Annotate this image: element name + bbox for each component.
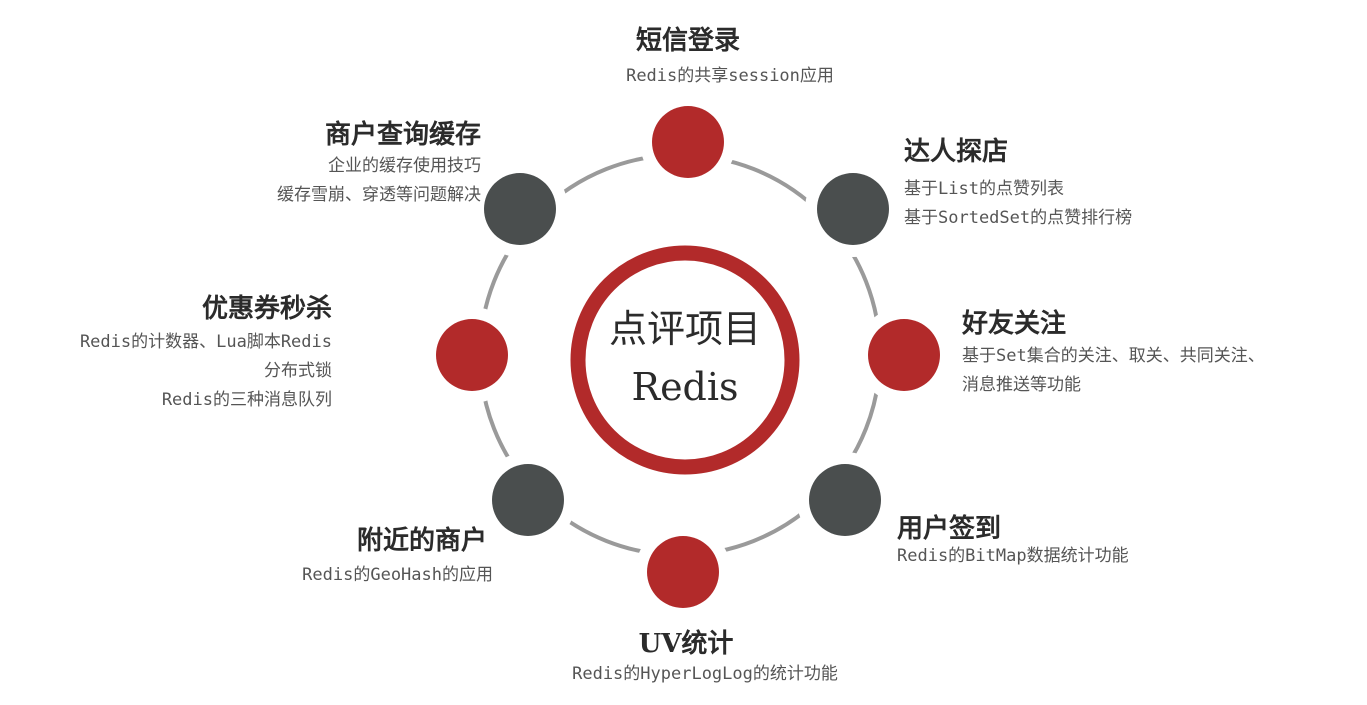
expert-visit-line: 基于List的点赞列表 xyxy=(904,179,1064,199)
shop-cache-title: 商户查询缓存 xyxy=(324,120,481,150)
center-title: 点评项目 xyxy=(608,307,761,351)
center-subtitle: Redis xyxy=(631,365,739,409)
node-coupon-seckill xyxy=(436,319,508,391)
uv-stats-desc: Redis的HyperLogLog的统计功能 xyxy=(530,660,880,689)
node-follow xyxy=(868,319,940,391)
nearby-shops-line: Redis的GeoHash的应用 xyxy=(302,565,493,585)
follow-desc: 基于Set集合的关注、取关、共同关注、 消息推送等功能 xyxy=(962,342,1265,400)
coupon-seckill-line: 分布式锁 xyxy=(264,361,332,381)
node-expert-visit xyxy=(817,173,889,245)
coupon-seckill-desc: Redis的计数器、Lua脚本Redis 分布式锁 Redis的三种消息队列 xyxy=(80,328,332,415)
node-nearby-shops xyxy=(492,464,564,536)
sms-login-line: Redis的共享session应用 xyxy=(626,66,834,86)
coupon-seckill-line: Redis的计数器、Lua脚本Redis xyxy=(79,332,332,352)
user-sign-line: Redis的BitMap数据统计功能 xyxy=(897,546,1129,566)
shop-cache-desc: 企业的缓存使用技巧 缓存雪崩、穿透等问题解决 xyxy=(277,152,481,210)
shop-cache-line: 缓存雪崩、穿透等问题解决 xyxy=(277,185,481,205)
expert-visit-line: 基于SortedSet的点赞排行榜 xyxy=(904,208,1133,228)
user-sign-title: 用户签到 xyxy=(897,514,1002,544)
coupon-seckill-line: Redis的三种消息队列 xyxy=(161,390,332,410)
node-uv-stats xyxy=(647,536,719,608)
shop-cache-line: 企业的缓存使用技巧 xyxy=(328,156,481,176)
sms-login-title: 短信登录 xyxy=(635,26,740,56)
center-ring xyxy=(570,245,800,475)
user-sign-desc: Redis的BitMap数据统计功能 xyxy=(897,542,1129,571)
uv-stats-line: Redis的HyperLogLog的统计功能 xyxy=(572,664,838,684)
expert-visit-title: 达人探店 xyxy=(904,137,1009,167)
node-shop-cache xyxy=(484,173,556,245)
follow-line: 消息推送等功能 xyxy=(962,375,1081,395)
coupon-seckill-title: 优惠券秒杀 xyxy=(201,294,332,324)
nearby-shops-desc: Redis的GeoHash的应用 xyxy=(302,561,493,590)
follow-title: 好友关注 xyxy=(962,309,1067,339)
node-user-sign xyxy=(809,464,881,536)
expert-visit-desc: 基于List的点赞列表 基于SortedSet的点赞排行榜 xyxy=(904,175,1132,233)
follow-line: 基于Set集合的关注、取关、共同关注、 xyxy=(962,346,1265,366)
nearby-shops-title: 附近的商户 xyxy=(356,526,487,556)
node-sms-login xyxy=(652,106,724,178)
uv-stats-title: UV统计 xyxy=(638,629,734,659)
sms-login-desc: Redis的共享session应用 xyxy=(580,62,880,91)
